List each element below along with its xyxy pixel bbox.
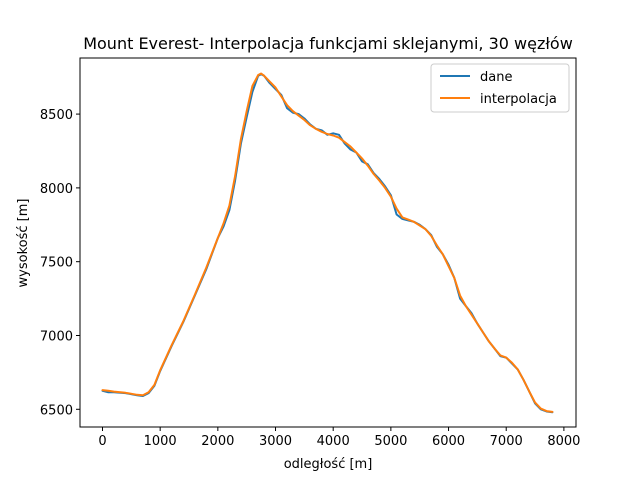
x-axis-label: odległość [m] bbox=[284, 457, 373, 472]
x-tick-label: 4000 bbox=[317, 434, 350, 449]
series-line-dane bbox=[101, 73, 554, 414]
y-tick-label: 7500 bbox=[40, 256, 73, 271]
x-tick-label: 3000 bbox=[259, 434, 292, 449]
legend-label-interpolacja: interpolacja bbox=[480, 92, 557, 107]
x-tick-label: 1000 bbox=[144, 434, 177, 449]
legend: dane interpolacja bbox=[430, 63, 570, 113]
x-tick-label: 5000 bbox=[374, 434, 407, 449]
y-tick-label: 7000 bbox=[40, 329, 73, 344]
y-tick-label: 8000 bbox=[40, 182, 73, 197]
y-tick-label: 6500 bbox=[40, 403, 73, 418]
legend-label-dane: dane bbox=[480, 70, 512, 85]
x-tick-label: 6000 bbox=[432, 434, 465, 449]
x-tick-label: 7000 bbox=[490, 434, 523, 449]
x-tick-label: 0 bbox=[98, 434, 106, 449]
series-layer bbox=[101, 72, 554, 414]
chart-title: Mount Everest- Interpolacja funkcjami sk… bbox=[83, 34, 573, 53]
y-axis: 6500 7000 7500 8000 8500 bbox=[40, 108, 80, 418]
plot-area bbox=[79, 57, 577, 428]
x-axis: 0 1000 2000 3000 4000 5000 6000 7000 8000 bbox=[98, 427, 580, 449]
x-tick-label: 8000 bbox=[547, 434, 580, 449]
y-axis-label: wysokość [m] bbox=[16, 199, 31, 288]
y-tick-label: 8500 bbox=[40, 108, 73, 123]
series-line-interpolacja bbox=[101, 72, 554, 413]
x-tick-label: 2000 bbox=[201, 434, 234, 449]
